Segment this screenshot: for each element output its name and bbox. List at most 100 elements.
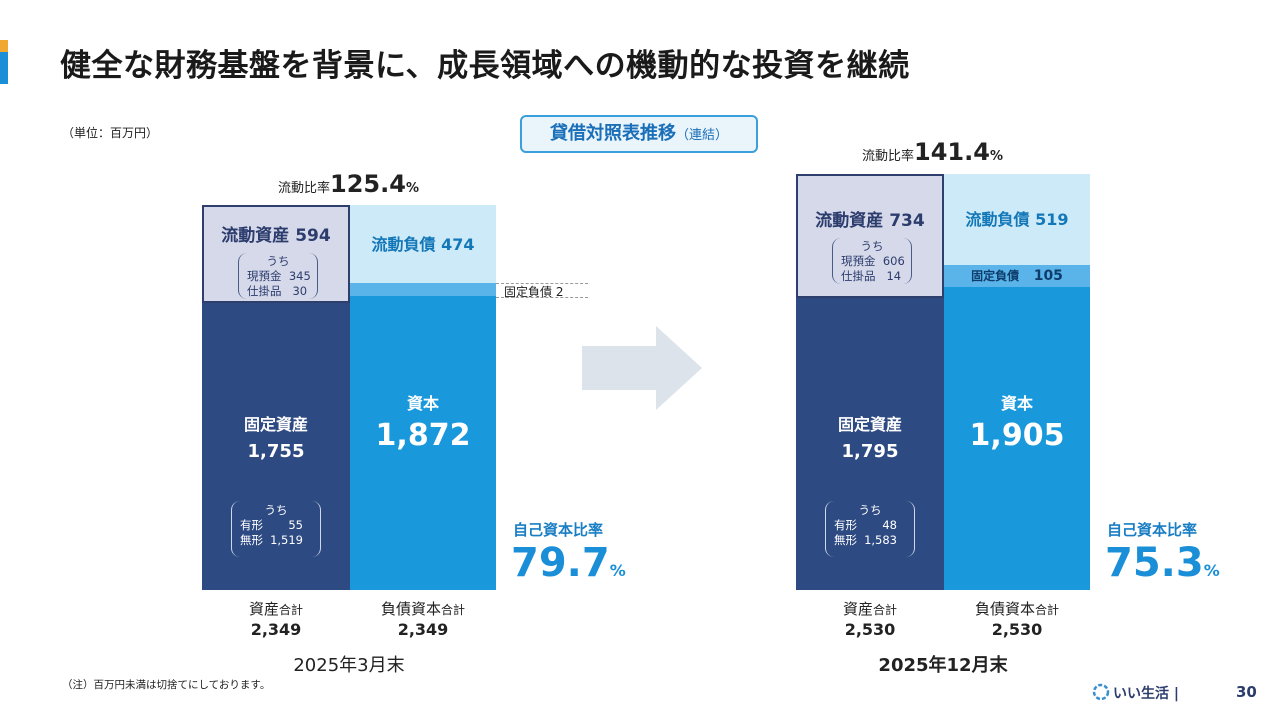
wip-value: 30 bbox=[292, 284, 308, 298]
tangible-label: 有形 bbox=[240, 518, 263, 532]
fixed-liab-label: 固定負債 bbox=[971, 269, 1020, 283]
unit-label: （単位：百万円） bbox=[62, 126, 159, 140]
cash-label: 現預金 bbox=[247, 269, 282, 283]
fixed-liab-value: 2 bbox=[555, 285, 564, 299]
intangible-value: 1,519 bbox=[270, 533, 303, 547]
total-le-value-left: 2,349 bbox=[397, 620, 449, 639]
transition-arrow-icon bbox=[582, 326, 702, 410]
fixed-assets-value: 1,795 bbox=[841, 441, 899, 462]
total-assets-label-right: 資産合計 bbox=[796, 598, 944, 619]
current-assets-heading: 流動資産 734 bbox=[798, 206, 942, 231]
current-assets-breakdown: うち 現預金 345 仕掛品 30 bbox=[238, 253, 318, 299]
equity-ratio-left: 79.7% bbox=[511, 540, 626, 586]
company-logo-text: いい生活 | bbox=[1113, 686, 1179, 702]
total-le-label-left: 負債資本合計 bbox=[350, 598, 496, 619]
wip-label: 仕掛品 bbox=[841, 269, 876, 283]
current-liab-block-left: 流動負債 474 bbox=[350, 205, 496, 283]
fixed-assets-label: 固定資産 bbox=[243, 415, 308, 434]
current-assets-block-right: 流動資産 734 うち 現預金 606 仕掛品 14 bbox=[796, 174, 944, 298]
title-accent-orange bbox=[0, 40, 8, 52]
current-liab-label: 流動負債 bbox=[371, 235, 436, 254]
page-title: 健全な財務基盤を背景に、成長領域への機動的な投資を継続 bbox=[60, 48, 910, 84]
equity-ratio-value: 75.3 bbox=[1105, 540, 1204, 586]
intangible-label: 無形 bbox=[834, 533, 857, 547]
fixed-assets-breakdown: うち 有形 55 無形 1,519 bbox=[231, 501, 321, 557]
of-which-label: うち bbox=[858, 503, 882, 517]
fixed-liab-dash-top bbox=[496, 283, 588, 284]
equity-ratio-value: 79.7 bbox=[511, 540, 610, 586]
current-liab-heading: 流動負債 474 bbox=[350, 231, 496, 255]
tangible-row: 有形 48 bbox=[834, 518, 906, 533]
equity-ratio-label-left: 自己資本比率 bbox=[513, 521, 604, 539]
cash-value: 606 bbox=[882, 254, 905, 268]
wip-row: 仕掛品 14 bbox=[841, 269, 903, 284]
total-le-main: 負債資本 bbox=[974, 600, 1035, 618]
intangible-row: 無形 1,583 bbox=[834, 533, 906, 548]
wip-row: 仕掛品 30 bbox=[247, 284, 309, 299]
fixed-liab-block-right: 固定負債 105 bbox=[944, 265, 1090, 287]
of-which-label: うち bbox=[860, 239, 884, 253]
current-ratio-pct: % bbox=[405, 181, 419, 196]
equity-value: 1,872 bbox=[375, 418, 471, 453]
fixed-assets-label: 固定資産 bbox=[837, 415, 902, 434]
cash-row: 現預金 606 bbox=[841, 254, 905, 269]
balance-sheet-title-sub: （連結） bbox=[675, 128, 728, 143]
current-liab-label: 流動負債 bbox=[965, 210, 1030, 229]
current-liab-value: 519 bbox=[1035, 210, 1069, 229]
fixed-liab-value: 105 bbox=[1033, 268, 1063, 284]
cash-row: 現預金 345 bbox=[247, 269, 311, 284]
total-assets-main: 資産 bbox=[248, 600, 279, 618]
fixed-liab-heading: 固定負債 105 bbox=[944, 267, 1090, 284]
current-assets-breakdown: うち 現預金 606 仕掛品 14 bbox=[832, 238, 912, 284]
fixed-assets-block-right: 固定資産 1,795 うち 有形 48 無形 1,583 bbox=[796, 298, 944, 590]
total-assets-suffix: 合計 bbox=[873, 603, 898, 617]
of-which-label: うち bbox=[264, 503, 288, 517]
total-assets-value-left: 2,349 bbox=[250, 620, 302, 639]
current-ratio-label: 流動比率 bbox=[862, 149, 915, 164]
total-assets-label-left: 資産合計 bbox=[202, 598, 350, 619]
total-le-main: 負債資本 bbox=[380, 600, 441, 618]
total-assets-suffix: 合計 bbox=[279, 603, 304, 617]
tangible-value: 48 bbox=[882, 518, 897, 532]
of-which-label: うち bbox=[266, 254, 290, 268]
tangible-row: 有形 55 bbox=[240, 518, 312, 533]
total-le-label-right: 負債資本合計 bbox=[944, 598, 1090, 619]
current-assets-value: 734 bbox=[889, 211, 925, 231]
fixed-assets-block-left: 固定資産 1,755 うち 有形 55 無形 1,519 bbox=[202, 303, 350, 590]
current-ratio-label: 流動比率 bbox=[278, 181, 331, 196]
current-assets-label: 流動資産 bbox=[221, 226, 290, 246]
page-number: 30 bbox=[1236, 683, 1257, 701]
current-liab-block-right: 流動負債 519 bbox=[944, 174, 1090, 265]
equity-block-right: 資本 1,905 bbox=[944, 287, 1090, 590]
total-le-value-right: 2,530 bbox=[991, 620, 1043, 639]
current-assets-label: 流動資産 bbox=[815, 211, 884, 231]
footnote: （注）百万円未満は切捨てにしております。 bbox=[62, 679, 271, 691]
title-accent-blue bbox=[0, 52, 8, 84]
equity-ratio-pct: % bbox=[1203, 561, 1220, 580]
fixed-assets-value: 1,755 bbox=[247, 441, 305, 462]
intangible-label: 無形 bbox=[240, 533, 263, 547]
current-ratio-left: 流動比率125.4% bbox=[278, 170, 419, 198]
wip-value: 14 bbox=[886, 269, 902, 283]
equity-ratio-label-right: 自己資本比率 bbox=[1107, 521, 1198, 539]
fixed-liab-block-left bbox=[350, 283, 496, 296]
current-liab-heading: 流動負債 519 bbox=[944, 206, 1090, 230]
balance-sheet-title: 貸借対照表推移（連結） bbox=[520, 115, 758, 153]
current-ratio-value: 141.4 bbox=[914, 138, 990, 166]
period-label-left: 2025年3月末 bbox=[293, 655, 405, 676]
equity-label: 資本 bbox=[406, 394, 439, 413]
tangible-label: 有形 bbox=[834, 518, 857, 532]
total-le-suffix: 合計 bbox=[441, 603, 466, 617]
intangible-value: 1,583 bbox=[864, 533, 897, 547]
tangible-value: 55 bbox=[288, 518, 303, 532]
company-logo-icon bbox=[1092, 683, 1110, 701]
fixed-liab-dash-bottom bbox=[496, 297, 588, 298]
current-assets-value: 594 bbox=[295, 226, 331, 246]
current-liab-value: 474 bbox=[441, 235, 475, 254]
fixed-assets-breakdown: うち 有形 48 無形 1,583 bbox=[825, 501, 915, 557]
current-ratio-pct: % bbox=[989, 149, 1003, 164]
intangible-row: 無形 1,519 bbox=[240, 533, 312, 548]
period-label-right: 2025年12月末 bbox=[878, 655, 1008, 676]
current-ratio-right: 流動比率141.4% bbox=[862, 138, 1003, 166]
equity-ratio-pct: % bbox=[609, 561, 626, 580]
